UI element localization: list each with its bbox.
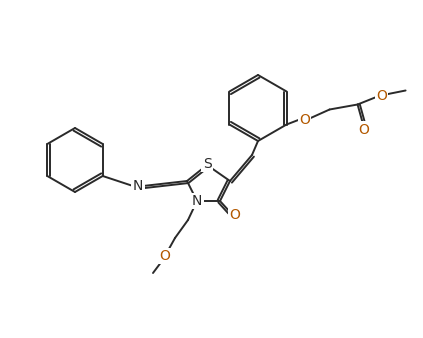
- Text: S: S: [203, 157, 212, 171]
- Text: O: O: [358, 122, 369, 137]
- Text: O: O: [230, 208, 240, 222]
- Text: N: N: [133, 179, 143, 193]
- Text: N: N: [192, 194, 202, 208]
- Text: O: O: [159, 249, 170, 263]
- Text: O: O: [376, 89, 387, 102]
- Text: O: O: [299, 113, 310, 126]
